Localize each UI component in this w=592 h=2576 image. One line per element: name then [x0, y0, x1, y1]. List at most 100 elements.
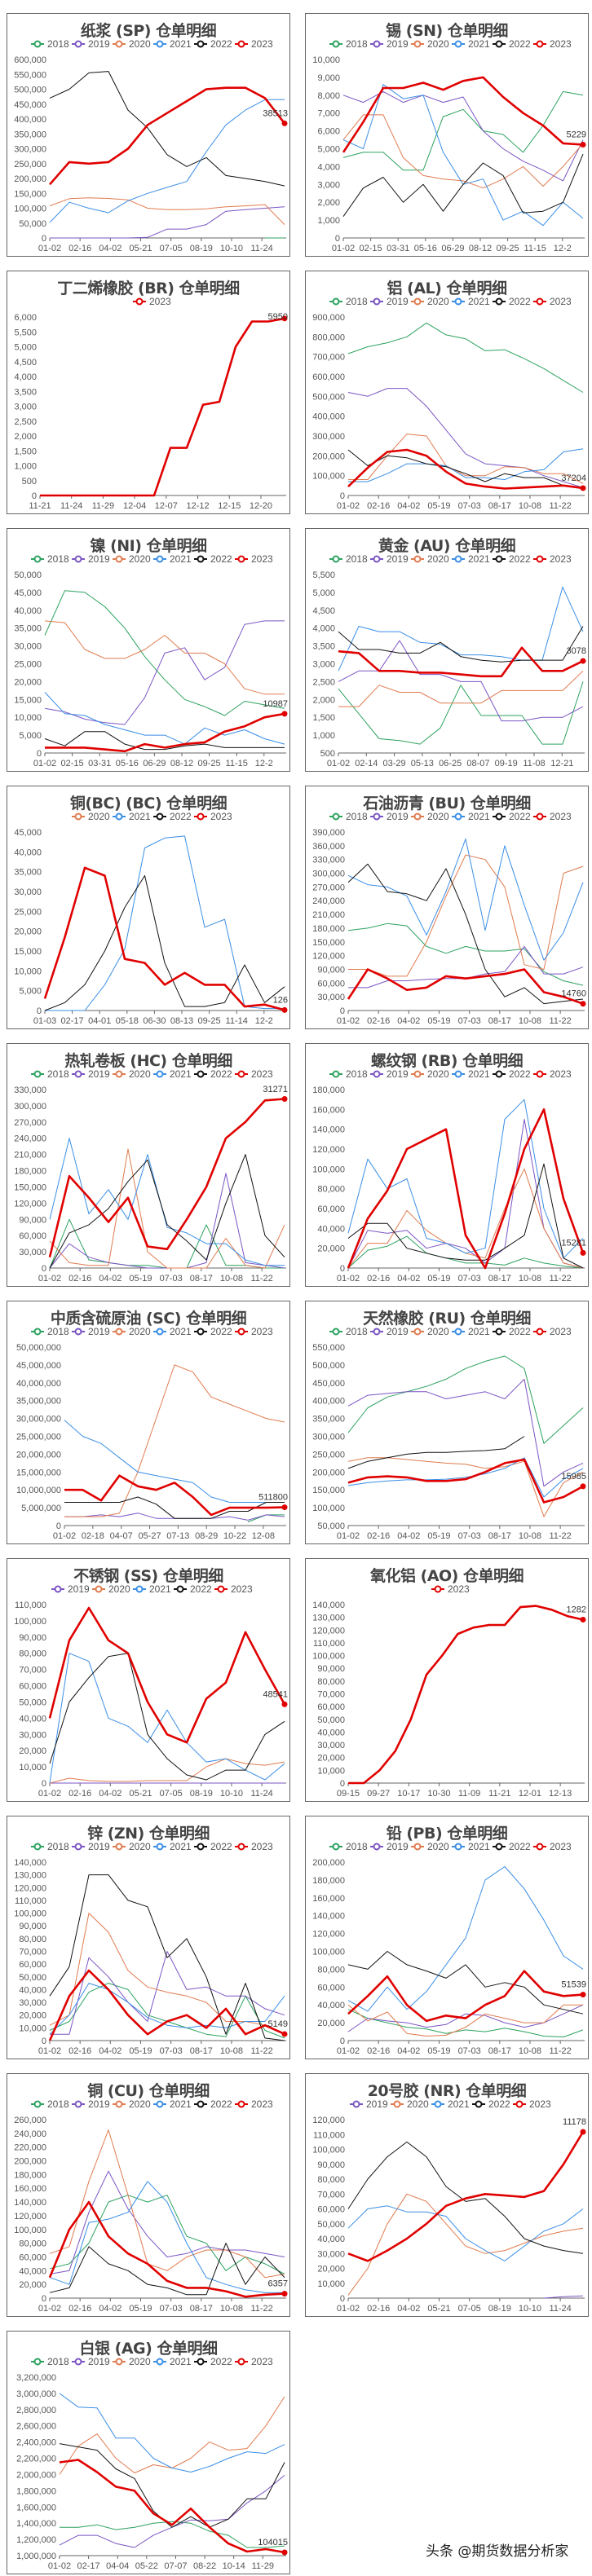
legend-item-2023[interactable]: 2023: [513, 2098, 551, 2110]
legend-item-2021[interactable]: 2021: [133, 1583, 171, 1595]
legend-item-2021[interactable]: 2021: [452, 38, 490, 50]
legend-item-2021[interactable]: 2021: [452, 1841, 490, 1852]
legend-item-2023[interactable]: 2023: [533, 1841, 572, 1852]
legend-item-2022[interactable]: 2022: [194, 1068, 232, 1080]
legend-item-2018[interactable]: 2018: [329, 553, 368, 565]
legend-item-2019[interactable]: 2019: [370, 38, 409, 50]
legend-item-2021[interactable]: 2021: [153, 1326, 192, 1337]
legend-item-2021[interactable]: 2021: [452, 553, 490, 565]
legend-item-2023[interactable]: 2023: [533, 38, 572, 50]
legend-item-2023[interactable]: 2023: [235, 2356, 273, 2367]
legend-item-2019[interactable]: 2019: [370, 1841, 409, 1852]
legend-item-2022[interactable]: 2022: [153, 811, 192, 822]
legend-item-2019[interactable]: 2019: [370, 553, 409, 565]
legend-item-2022[interactable]: 2022: [194, 2356, 232, 2367]
legend-item-2020[interactable]: 2020: [411, 1326, 449, 1337]
legend-item-2022[interactable]: 2022: [194, 553, 232, 565]
legend-item-2022[interactable]: 2022: [493, 553, 531, 565]
legend-item-2021[interactable]: 2021: [452, 811, 490, 822]
legend-item-2022[interactable]: 2022: [174, 1583, 212, 1595]
legend-item-2023[interactable]: 2023: [533, 553, 572, 565]
legend-item-2022[interactable]: 2022: [194, 2098, 232, 2110]
legend-item-2018[interactable]: 2018: [329, 296, 368, 307]
legend-item-2022[interactable]: 2022: [493, 1841, 531, 1852]
legend-item-2020[interactable]: 2020: [92, 1583, 130, 1595]
legend-item-2018[interactable]: 2018: [329, 811, 368, 822]
legend-item-2020[interactable]: 2020: [411, 1068, 449, 1080]
legend-item-2018[interactable]: 2018: [31, 553, 69, 565]
legend-item-2022[interactable]: 2022: [493, 1068, 531, 1080]
legend-item-2021[interactable]: 2021: [153, 1068, 192, 1080]
legend-item-2021[interactable]: 2021: [153, 2356, 192, 2367]
legend-item-2023[interactable]: 2023: [194, 811, 232, 822]
legend-item-2023[interactable]: 2023: [214, 1583, 253, 1595]
legend-item-2023[interactable]: 2023: [133, 296, 171, 307]
legend-item-2019[interactable]: 2019: [350, 2098, 388, 2110]
legend-item-2020[interactable]: 2020: [411, 1841, 449, 1852]
legend-item-2022[interactable]: 2022: [194, 1326, 232, 1337]
legend-item-2019[interactable]: 2019: [72, 1068, 110, 1080]
legend-item-2018[interactable]: 2018: [329, 1326, 368, 1337]
legend-item-2022[interactable]: 2022: [194, 38, 232, 50]
legend-item-2020[interactable]: 2020: [113, 2098, 151, 2110]
legend-item-2021[interactable]: 2021: [452, 296, 490, 307]
legend-item-2021[interactable]: 2021: [113, 811, 151, 822]
legend-item-2023[interactable]: 2023: [533, 811, 572, 822]
legend-item-2022[interactable]: 2022: [493, 1326, 531, 1337]
legend-item-2020[interactable]: 2020: [411, 553, 449, 565]
legend-item-2019[interactable]: 2019: [370, 1326, 409, 1337]
legend-item-2021[interactable]: 2021: [452, 1068, 490, 1080]
legend-item-2019[interactable]: 2019: [370, 811, 409, 822]
legend-item-2020[interactable]: 2020: [411, 38, 449, 50]
legend-item-2020[interactable]: 2020: [113, 2356, 151, 2367]
legend-item-2020[interactable]: 2020: [391, 2098, 429, 2110]
legend-item-2019[interactable]: 2019: [72, 38, 110, 50]
legend-item-2018[interactable]: 2018: [31, 1841, 69, 1852]
legend-item-2023[interactable]: 2023: [533, 1326, 572, 1337]
legend-item-2023[interactable]: 2023: [235, 1326, 273, 1337]
legend-item-2018[interactable]: 2018: [31, 38, 69, 50]
legend-item-2019[interactable]: 2019: [370, 296, 409, 307]
legend-item-2023[interactable]: 2023: [235, 38, 273, 50]
legend-item-2020[interactable]: 2020: [411, 811, 449, 822]
legend-item-2020[interactable]: 2020: [113, 553, 151, 565]
legend-item-2022[interactable]: 2022: [493, 811, 531, 822]
legend-item-2018[interactable]: 2018: [31, 1326, 69, 1337]
legend-item-2018[interactable]: 2018: [329, 1841, 368, 1852]
legend-item-2023[interactable]: 2023: [235, 553, 273, 565]
legend-item-2023[interactable]: 2023: [533, 1068, 572, 1080]
legend-item-2018[interactable]: 2018: [329, 38, 368, 50]
legend-item-2023[interactable]: 2023: [533, 296, 572, 307]
legend-item-2022[interactable]: 2022: [493, 296, 531, 307]
legend-item-2023[interactable]: 2023: [235, 1841, 273, 1852]
legend-item-2018[interactable]: 2018: [31, 2098, 69, 2110]
legend-item-2020[interactable]: 2020: [113, 38, 151, 50]
legend-item-2019[interactable]: 2019: [72, 2356, 110, 2367]
legend-item-2022[interactable]: 2022: [194, 1841, 232, 1852]
legend-item-2023[interactable]: 2023: [235, 2098, 273, 2110]
legend-item-2023[interactable]: 2023: [431, 1583, 470, 1595]
legend-item-2019[interactable]: 2019: [72, 1326, 110, 1337]
legend-item-2020[interactable]: 2020: [113, 1068, 151, 1080]
legend-item-2018[interactable]: 2018: [31, 1068, 69, 1080]
legend-item-2020[interactable]: 2020: [113, 1326, 151, 1337]
legend-item-2020[interactable]: 2020: [411, 296, 449, 307]
legend-item-2021[interactable]: 2021: [153, 38, 192, 50]
legend-item-2021[interactable]: 2021: [153, 553, 192, 565]
legend-item-2018[interactable]: 2018: [329, 1068, 368, 1080]
legend-item-2019[interactable]: 2019: [72, 2098, 110, 2110]
legend-item-2022[interactable]: 2022: [493, 38, 531, 50]
legend-item-2023[interactable]: 2023: [235, 1068, 273, 1080]
legend-item-2019[interactable]: 2019: [370, 1068, 409, 1080]
legend-item-2022[interactable]: 2022: [472, 2098, 510, 2110]
legend-item-2020[interactable]: 2020: [113, 1841, 151, 1852]
legend-item-2020[interactable]: 2020: [72, 811, 110, 822]
legend-item-2018[interactable]: 2018: [31, 2356, 69, 2367]
legend-item-2021[interactable]: 2021: [431, 2098, 470, 2110]
legend-item-2019[interactable]: 2019: [72, 1841, 110, 1852]
legend-item-2021[interactable]: 2021: [153, 1841, 192, 1852]
legend-item-2021[interactable]: 2021: [153, 2098, 192, 2110]
legend-item-2019[interactable]: 2019: [51, 1583, 90, 1595]
legend-item-2019[interactable]: 2019: [72, 553, 110, 565]
legend-item-2021[interactable]: 2021: [452, 1326, 490, 1337]
